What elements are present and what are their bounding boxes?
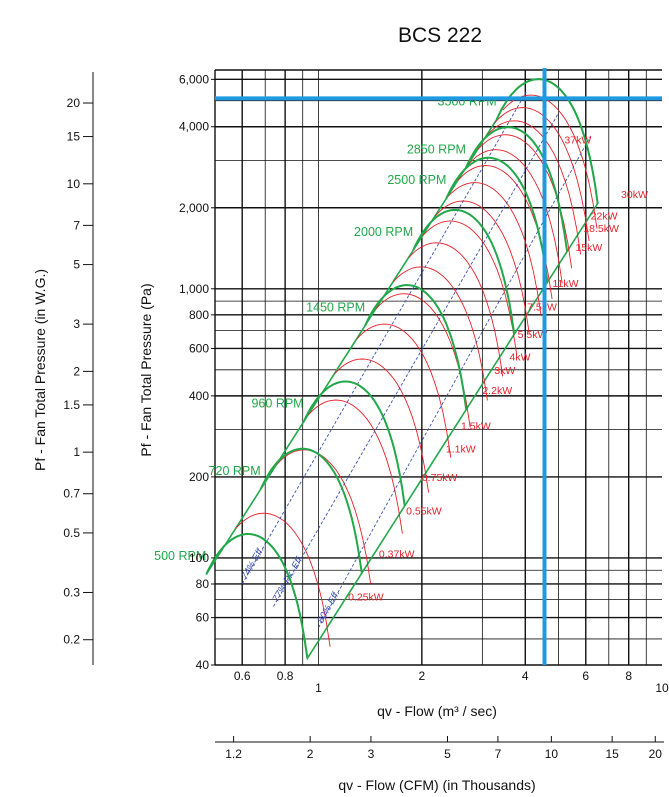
efficiency-label: 80% Eff. xyxy=(315,588,342,625)
x-axis-label: qv - Flow (m³ / sec) xyxy=(377,703,497,719)
cfm-tick-label: 7 xyxy=(495,747,502,761)
y-tick-label: 100 xyxy=(189,551,209,565)
power-label: 4kW xyxy=(510,352,531,364)
wg-tick-label: 1.5 xyxy=(63,398,80,412)
power-curve xyxy=(434,200,530,335)
power-label: 0.37kW xyxy=(379,548,415,560)
power-curve xyxy=(356,323,452,458)
cfm-tick-label: 2 xyxy=(307,747,314,761)
rpm-curve xyxy=(445,156,549,283)
power-label: 0.55kW xyxy=(406,506,442,518)
power-label: 30kW xyxy=(621,189,648,201)
rpm-curve xyxy=(302,380,406,506)
rpm-label: 720 RPM xyxy=(209,464,261,478)
power-curve xyxy=(235,512,331,647)
power-label: 1.5kW xyxy=(461,421,491,433)
wg-tick-label: 20 xyxy=(67,96,81,110)
power-label: 7.5kW xyxy=(527,301,557,313)
power-label: 15kW xyxy=(575,242,602,254)
rpm-label: 1450 RPM xyxy=(306,300,365,314)
y-tick-label: 4,000 xyxy=(179,120,209,134)
wg-tick-label: 3 xyxy=(73,317,80,331)
power-label: 18.5kW xyxy=(583,223,619,235)
power-curve xyxy=(502,94,598,229)
y-tick-label: 1,000 xyxy=(179,282,209,296)
x-tick-label: 4 xyxy=(522,669,529,683)
efficiency-label: 74% Eff. xyxy=(239,545,266,582)
y-tick-label: 6,000 xyxy=(179,72,209,86)
power-label: 0.75kW xyxy=(422,472,458,484)
wg-tick-label: 5 xyxy=(73,258,80,272)
y-tick-label: 2,000 xyxy=(179,201,209,215)
efficiency-line xyxy=(318,135,592,628)
rpm-curve xyxy=(364,284,468,410)
power-curve xyxy=(408,242,504,377)
y-tick-label: 40 xyxy=(196,658,210,672)
y-tick-label: 600 xyxy=(189,341,209,355)
power-label: 1.1kW xyxy=(446,443,476,455)
cfm-tick-label: 5 xyxy=(444,747,451,761)
rpm-curve xyxy=(412,209,516,335)
rpm-label: 960 RPM xyxy=(251,397,303,411)
rpm-label: 2000 RPM xyxy=(354,225,413,239)
x-tick-label: 1 xyxy=(315,681,322,695)
efficiency-label: 77% Pk. Eff. xyxy=(271,553,307,604)
power-curve xyxy=(334,358,430,493)
power-label: 2.2kW xyxy=(482,385,512,397)
rpm-label: 500 RPM xyxy=(154,549,206,563)
cfm-tick-label: 1.2 xyxy=(225,747,242,761)
cfm-tick-label: 3 xyxy=(368,747,375,761)
power-curve xyxy=(446,182,542,317)
wg-tick-label: 0.2 xyxy=(63,633,80,647)
chart-axes: 40 60 80 100 200 400 600 800 1,000 2,000 4,000 6,00… xyxy=(63,72,669,761)
wg-tick-label: 15 xyxy=(67,130,81,144)
wg-tick-label: 2 xyxy=(73,364,80,378)
x-tick-label: 0.8 xyxy=(277,669,294,683)
rpm-curve xyxy=(259,447,363,574)
power-label: 3kW xyxy=(494,365,515,377)
rpm-label: 2500 RPM xyxy=(387,173,446,187)
power-curve xyxy=(307,399,403,534)
chart-grid xyxy=(214,69,662,666)
y-tick-label: 200 xyxy=(189,470,209,484)
y-tick-label: 800 xyxy=(189,308,209,322)
power-curve xyxy=(422,220,518,355)
power-curve xyxy=(486,120,582,255)
wg-tick-label: 0.3 xyxy=(63,585,80,599)
power-label: 5.5kW xyxy=(518,329,548,341)
x-tick-label: 2 xyxy=(419,669,426,683)
power-curve xyxy=(276,449,372,584)
x-tick-label: 8 xyxy=(625,669,632,683)
wg-tick-label: 10 xyxy=(67,177,81,191)
rpm-label: 2850 RPM xyxy=(407,142,466,156)
y-tick-label: 60 xyxy=(196,611,210,625)
x-axis-label-cfm: qv - Flow (CFM) (in Thousands) xyxy=(338,777,535,793)
wg-tick-label: 0.7 xyxy=(63,487,80,501)
y-axis-label-wg: Pf - Fan Total Pressure (in W.G.) xyxy=(32,269,48,471)
rpm-curve xyxy=(464,126,569,252)
x-tick-label: 10 xyxy=(655,681,669,695)
power-label: 11kW xyxy=(552,278,578,290)
chart-title: BCS 222 xyxy=(398,24,482,47)
y-tick-label: 400 xyxy=(189,389,209,403)
x-tick-label: 6 xyxy=(582,669,589,683)
power-label: 37kW xyxy=(564,135,591,147)
cfm-tick-label: 20 xyxy=(649,747,663,761)
power-curve xyxy=(392,266,488,401)
cfm-tick-label: 15 xyxy=(605,747,619,761)
chart-plot-area: 74% Eff. 77% Pk. Eff. 80% Eff. 500 RPM 720 R… xyxy=(154,68,662,665)
rpm-curve xyxy=(495,78,599,204)
power-label: 22kW xyxy=(591,211,618,223)
wg-tick-label: 1 xyxy=(73,445,80,459)
x-tick-label: 0.6 xyxy=(234,669,251,683)
y-axis-label: Pf - Fan Total Pressure (Pa) xyxy=(138,283,154,456)
wg-tick-label: 0.5 xyxy=(63,526,80,540)
cfm-tick-label: 10 xyxy=(545,747,559,761)
y-tick-label: 80 xyxy=(196,577,210,591)
power-curve xyxy=(375,293,471,428)
rpm-curve xyxy=(205,533,309,659)
power-label: 0.25kW xyxy=(348,591,384,603)
wg-tick-label: 7 xyxy=(73,218,80,232)
